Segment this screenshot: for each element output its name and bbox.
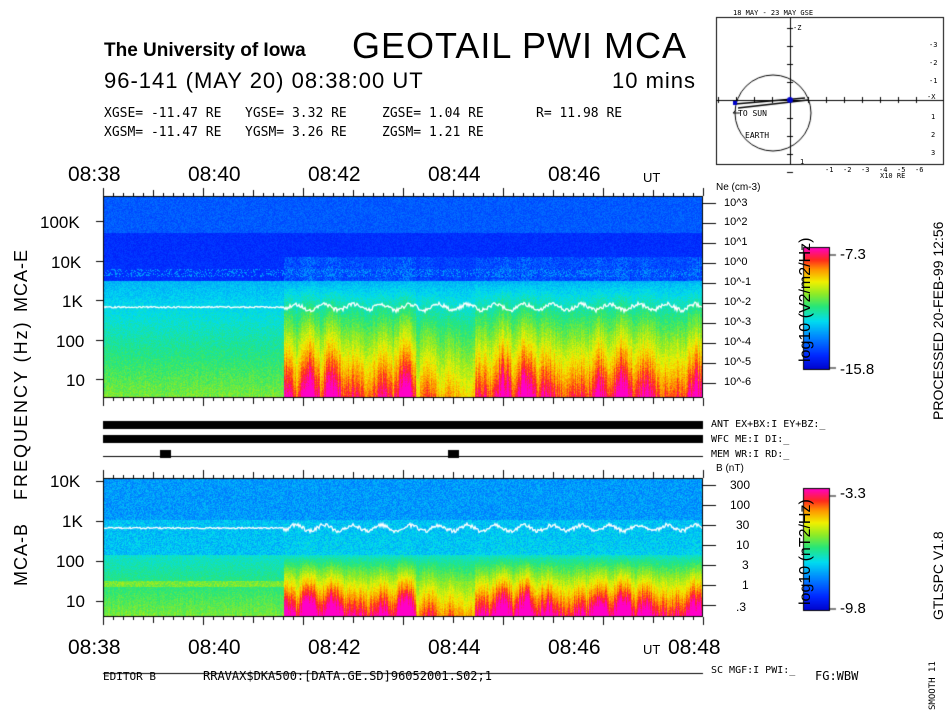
bfield-tick: 30 [736, 518, 750, 532]
freq-tick-label: 1K [62, 292, 83, 311]
time-tick-label: 08:44 [428, 636, 481, 659]
time-tick-label: 08:42 [308, 636, 361, 659]
freq-tick-label: 10 [66, 371, 85, 390]
status-sc: SC MGF:I PWI:_ [711, 665, 796, 676]
bfield-tick: 100 [730, 498, 751, 512]
freq-tick-label: 1K [62, 512, 83, 531]
colorbar-label-b: log10 (nT2/Hz) [797, 499, 814, 605]
processed-label: PROCESSED 20-FEB-99 12:56 [930, 221, 945, 420]
orbit-y-tick: -2 [929, 59, 938, 67]
time-unit-label: UT [643, 642, 661, 657]
orbit-sun-label: TO SUN [738, 109, 767, 118]
colorbar-max-e: -7.3 [840, 246, 866, 263]
zgsm-value: ZGSM= 1.21 RE [382, 125, 484, 140]
density-axis-label: Ne (cm-3) [716, 182, 761, 193]
time-tick-label: 08:40 [188, 636, 241, 659]
time-tick-label: 08:46 [548, 163, 601, 186]
institution-label: The University of Iowa [104, 40, 306, 61]
ygse-value: YGSE= 3.32 RE [245, 106, 347, 121]
freq-tick-label: 10K [50, 472, 81, 491]
xgse-value: XGSE= -11.47 RE [104, 106, 222, 121]
page-title: GEOTAIL PWI MCA [352, 25, 688, 66]
orbit-y-tick: -1 [929, 77, 938, 85]
bfield-tick: 10 [736, 538, 750, 552]
orbit-y-tick: 1 [931, 113, 936, 121]
time-tick-label: 08:42 [308, 163, 361, 186]
density-tick: 10^-1 [724, 276, 752, 288]
colorbar-max-b: -3.3 [840, 485, 866, 502]
density-tick: 10^3 [724, 197, 748, 209]
orbit-x-tick: -2 [843, 166, 852, 174]
zgse-value: ZGSE= 1.04 RE [382, 106, 484, 121]
mca-b-label: MCA-B [11, 523, 31, 586]
version-label: GTLSPC V1.8 [930, 531, 945, 620]
orbit-y-tick: 2 [931, 131, 936, 139]
time-unit-label: UT [643, 170, 661, 185]
density-tick: 10^0 [724, 256, 748, 268]
colorbar-label-e: log10 (V2/m2/Hz) [797, 237, 814, 363]
orbit-x-tick: -5 [897, 166, 906, 174]
footer-path: RRAVAX$DKA500:[DATA.GE.SD]96052001.S02;1 [203, 669, 492, 683]
status-wfc: WFC ME:I DI:_ [711, 434, 790, 445]
duration-label: 10 mins [612, 68, 697, 93]
density-tick: 10^2 [724, 216, 748, 228]
orbit-x-tick: -3 [861, 166, 870, 174]
freq-tick-label: 10K [51, 253, 82, 272]
density-tick: 10^1 [724, 236, 748, 248]
orbit-y-tick: 3 [931, 149, 936, 157]
orbit-x-tick: -6 [915, 166, 924, 174]
bfield-tick: 3 [742, 558, 749, 572]
bfield-tick: 300 [730, 478, 751, 492]
freq-tick-label: 100 [56, 332, 85, 351]
density-tick: 10^-4 [724, 336, 752, 348]
time-tick-label: 08:40 [188, 163, 241, 186]
orbit-x-tick: 1 [800, 158, 805, 166]
orbit-title: 18 MAY - 23 MAY GSE [733, 9, 814, 17]
mca-e-label: MCA-E [11, 249, 31, 312]
density-tick: 10^-6 [724, 376, 752, 388]
density-tick: 10^-3 [724, 316, 752, 328]
orbit-y-tick: -3 [929, 41, 938, 49]
orbit-x-label: -X [927, 93, 936, 101]
status-ant: ANT EX+BX:I EY+BZ:_ [711, 419, 826, 430]
bfield-axis-label: B (nT) [716, 463, 744, 474]
time-tick-label: 08:44 [428, 163, 481, 186]
time-tick-label: 08:38 [68, 636, 121, 659]
orbit-z-label: -Z [793, 24, 802, 32]
footer-editor: EDITOR B [103, 670, 156, 683]
r-value: R= 11.98 RE [536, 106, 623, 121]
colorbar-min-b: -9.8 [840, 600, 866, 617]
bfield-tick: .3 [736, 600, 747, 614]
footer-fg: FG:WBW [815, 669, 859, 683]
colorbar-min-e: -15.8 [840, 361, 875, 378]
freq-tick-label: 100 [56, 552, 85, 571]
smooth-label: SMOOTH 11 [928, 661, 938, 710]
orbit-x-tick: -1 [825, 166, 834, 174]
date-line: 96-141 (MAY 20) 08:38:00 UT [104, 68, 424, 93]
bfield-tick: 1 [742, 578, 749, 592]
frequency-axis-label: FREQUENCY (Hz) [11, 320, 31, 500]
time-tick-label: 08:46 [548, 636, 601, 659]
orbit-x-tick: -4 [879, 166, 888, 174]
orbit-units: X10 RE [880, 172, 906, 180]
freq-tick-label: 100K [40, 213, 80, 232]
ygsm-value: YGSM= 3.26 RE [245, 125, 347, 140]
time-tick-label: 08:38 [68, 163, 121, 186]
density-tick: 10^-2 [724, 296, 752, 308]
xgsm-value: XGSM= -11.47 RE [104, 125, 222, 140]
orbit-earth-label: EARTH [745, 131, 770, 140]
status-mem: MEM WR:I RD:_ [711, 449, 790, 460]
time-tick-label: 08:48 [668, 636, 721, 659]
density-tick: 10^-5 [724, 356, 752, 368]
freq-tick-label: 10 [66, 592, 85, 611]
